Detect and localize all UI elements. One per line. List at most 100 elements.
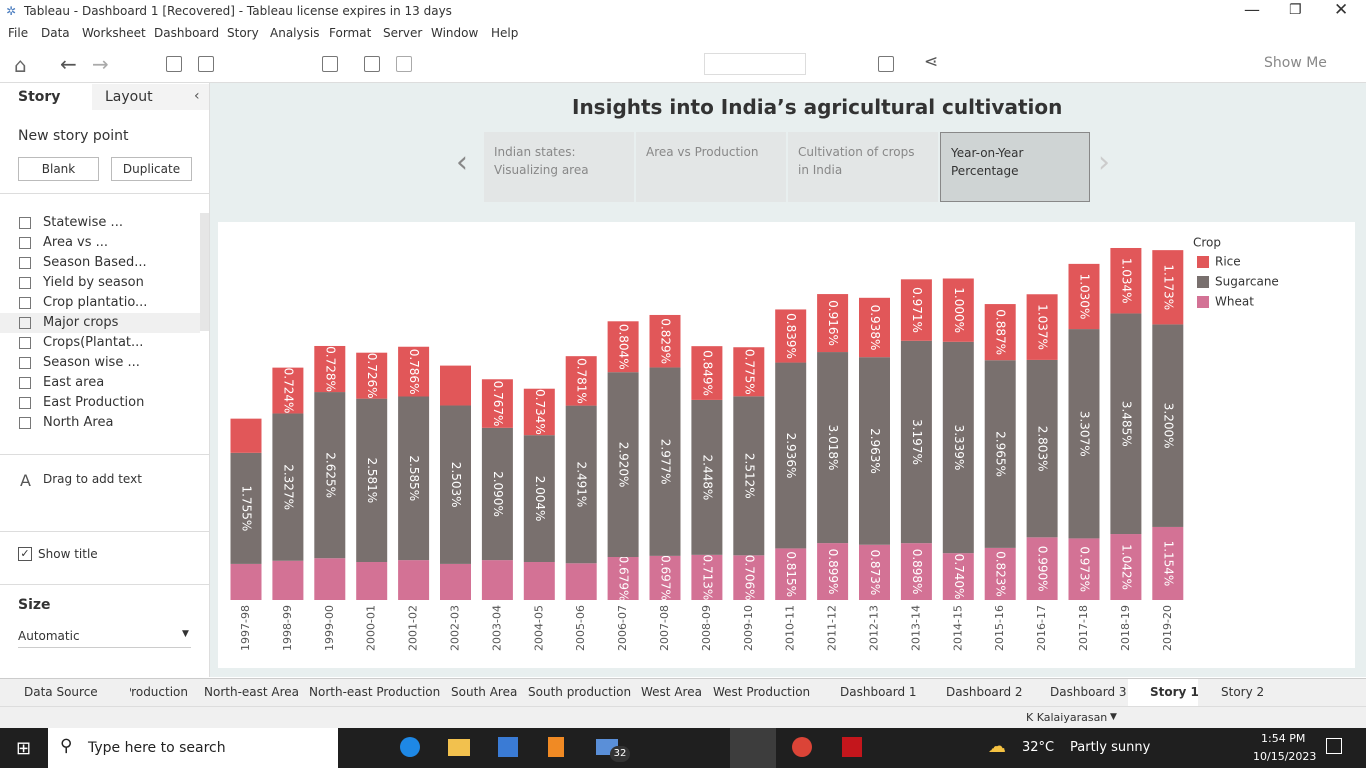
sheet-item[interactable]: Season wise ... [43, 355, 140, 370]
story-point-active[interactable]: Year-on-Year Percentage [940, 132, 1090, 202]
user-name[interactable]: K Kalaiyarasan [1026, 711, 1108, 724]
sheet-tab[interactable]: North-east Production [309, 685, 441, 699]
bar-segment [1068, 538, 1100, 600]
search-icon: ⚲ [60, 736, 73, 756]
bar-segment [733, 396, 765, 556]
x-tick-label: 2009-10 [742, 605, 755, 651]
minimize[interactable]: — [1244, 0, 1260, 19]
dropdown-arrow[interactable]: ▼ [182, 629, 189, 639]
duplicate-story-button[interactable]: Duplicate [111, 157, 192, 181]
menu-item[interactable]: Window [431, 26, 479, 40]
data-label: 1.030% [1078, 274, 1092, 320]
collapse-sidebar[interactable]: ‹ [194, 88, 200, 104]
vlc-icon[interactable] [548, 737, 564, 757]
save-button[interactable] [166, 56, 182, 72]
story-point[interactable]: Cultivation of crops in India [788, 132, 938, 202]
share-button[interactable]: ⋖ [924, 52, 939, 72]
explorer-icon[interactable] [448, 739, 470, 756]
sheet-item[interactable]: Yield by season [43, 275, 144, 290]
sheet-tab[interactable]: Data Source [24, 685, 98, 699]
data-label: 2.491% [575, 462, 589, 508]
sheet-tab[interactable]: West Production [713, 685, 811, 699]
sheet-item[interactable]: East Production [43, 395, 145, 410]
sheet-tab[interactable]: Dashboard 1 [840, 685, 917, 699]
sheet-tab[interactable]: Dashboard 3 [1050, 685, 1127, 699]
scrollbar[interactable] [200, 213, 209, 331]
search-box[interactable] [48, 728, 338, 768]
close[interactable]: ✕ [1334, 0, 1349, 20]
menu-item[interactable]: Server [383, 26, 423, 40]
user-dropdown[interactable]: ▼ [1110, 712, 1117, 722]
bar-segment [942, 278, 974, 342]
menu-item[interactable]: Format [329, 26, 372, 40]
sheet-tab[interactable]: West Area [641, 685, 702, 699]
sheet-tab[interactable]: South production [528, 685, 632, 699]
story-title: Insights into India’s agricultural culti… [572, 95, 1063, 119]
bar-segment [272, 560, 304, 600]
fit-dropdown[interactable] [704, 53, 806, 75]
redo-button[interactable]: → [92, 52, 109, 76]
search-placeholder[interactable]: Type here to search [88, 740, 226, 756]
drag-text[interactable]: Drag to add text [43, 472, 142, 486]
menu-item[interactable]: Dashboard [154, 26, 220, 40]
sheet-tab[interactable]: Story 2 [1221, 685, 1265, 699]
title-bar [0, 0, 1366, 24]
blank-button[interactable]: Blank [18, 157, 99, 181]
clear-button[interactable] [396, 56, 412, 72]
notifications[interactable] [1326, 738, 1342, 754]
story-tab[interactable]: Story [18, 89, 61, 105]
size-dropdown[interactable]: Automatic [18, 629, 80, 643]
sheet-tab[interactable]: Story 1 [1150, 685, 1199, 699]
layout-tab[interactable]: Layout [105, 89, 153, 105]
edge-icon[interactable] [400, 737, 420, 757]
home-button[interactable]: ⌂ [14, 53, 27, 77]
data-label: 0.786% [407, 349, 421, 395]
status-bar [0, 706, 1366, 729]
data-label: 0.916% [826, 300, 840, 346]
show-title-checkbox[interactable]: ✓ [18, 547, 32, 561]
tableau-taskbar[interactable] [730, 728, 776, 768]
menu-item[interactable]: Worksheet [82, 26, 146, 40]
layout-tab-bg [92, 84, 209, 110]
sheet-tab[interactable]: Production [130, 685, 188, 699]
sheet-tab[interactable]: North-east Area [204, 685, 300, 699]
new-sheet-button[interactable] [322, 56, 338, 72]
undo-button[interactable]: ← [60, 52, 77, 76]
sheet-item[interactable]: East area [43, 375, 105, 390]
next-point[interactable]: › [1098, 145, 1110, 180]
bar-segment [565, 405, 597, 564]
presentation-button[interactable] [878, 56, 894, 72]
sheet-item[interactable]: Crop plantatio... [43, 295, 148, 310]
sheet-item[interactable]: North Area [43, 415, 114, 430]
bar-segment [565, 356, 597, 406]
sheet-item[interactable]: Area vs ... [43, 235, 109, 250]
sheet-item[interactable]: Season Based... [43, 255, 147, 270]
sheet-item[interactable]: Statewise ... [43, 215, 123, 230]
menu-item[interactable]: Story [227, 26, 259, 40]
menu-item[interactable]: Analysis [270, 26, 320, 40]
menu-item[interactable]: File [8, 26, 29, 40]
acrobat-icon[interactable] [842, 737, 862, 757]
store-icon[interactable] [498, 737, 518, 757]
prev-point[interactable]: ‹ [456, 145, 468, 180]
sheet-icon [19, 397, 31, 409]
show-me[interactable]: Show Me [1264, 55, 1327, 71]
bar-segment [649, 367, 681, 556]
new-source-button[interactable] [198, 56, 214, 72]
duplicate-button[interactable] [364, 56, 380, 72]
start-button[interactable]: ⊞ [16, 738, 32, 759]
restore[interactable]: ❐ [1289, 2, 1302, 18]
sheet-item[interactable]: Major crops [43, 315, 119, 330]
bar-segment [356, 352, 388, 399]
data-label: 0.767% [491, 381, 505, 427]
story-point[interactable]: Area vs Production [636, 132, 786, 202]
menu-item[interactable]: Data [41, 26, 70, 40]
bar-segment [1152, 526, 1184, 600]
menu-item[interactable]: Help [491, 26, 519, 40]
sheet-tab[interactable]: Dashboard 2 [946, 685, 1023, 699]
sheet-item[interactable]: Crops(Plantat... [43, 335, 144, 350]
story-point[interactable]: Indian states: Visualizing area [484, 132, 634, 202]
sheet-tab[interactable]: South Area [451, 685, 518, 699]
chrome-icon[interactable] [792, 737, 812, 757]
